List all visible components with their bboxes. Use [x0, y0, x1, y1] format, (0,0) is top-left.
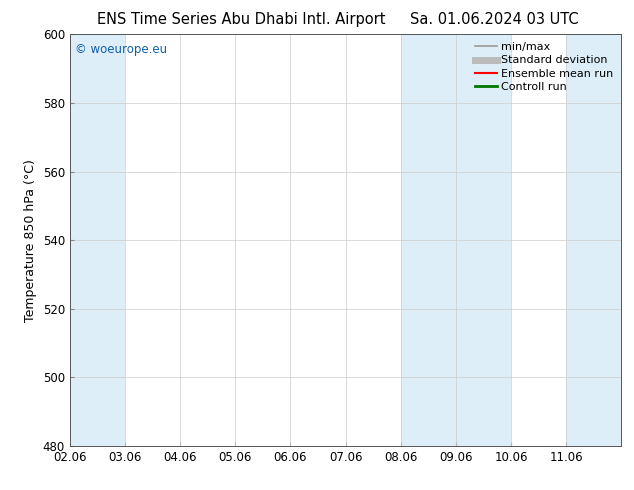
- Bar: [70, 34, 125, 446]
- Text: Sa. 01.06.2024 03 UTC: Sa. 01.06.2024 03 UTC: [410, 12, 579, 27]
- Text: ENS Time Series Abu Dhabi Intl. Airport: ENS Time Series Abu Dhabi Intl. Airport: [96, 12, 385, 27]
- Bar: [401, 34, 456, 446]
- Y-axis label: Temperature 850 hPa (°C): Temperature 850 hPa (°C): [24, 159, 37, 321]
- Text: © woeurope.eu: © woeurope.eu: [75, 43, 167, 55]
- Bar: [456, 34, 511, 446]
- Legend: min/max, Standard deviation, Ensemble mean run, Controll run: min/max, Standard deviation, Ensemble me…: [470, 38, 618, 97]
- Bar: [566, 34, 621, 446]
